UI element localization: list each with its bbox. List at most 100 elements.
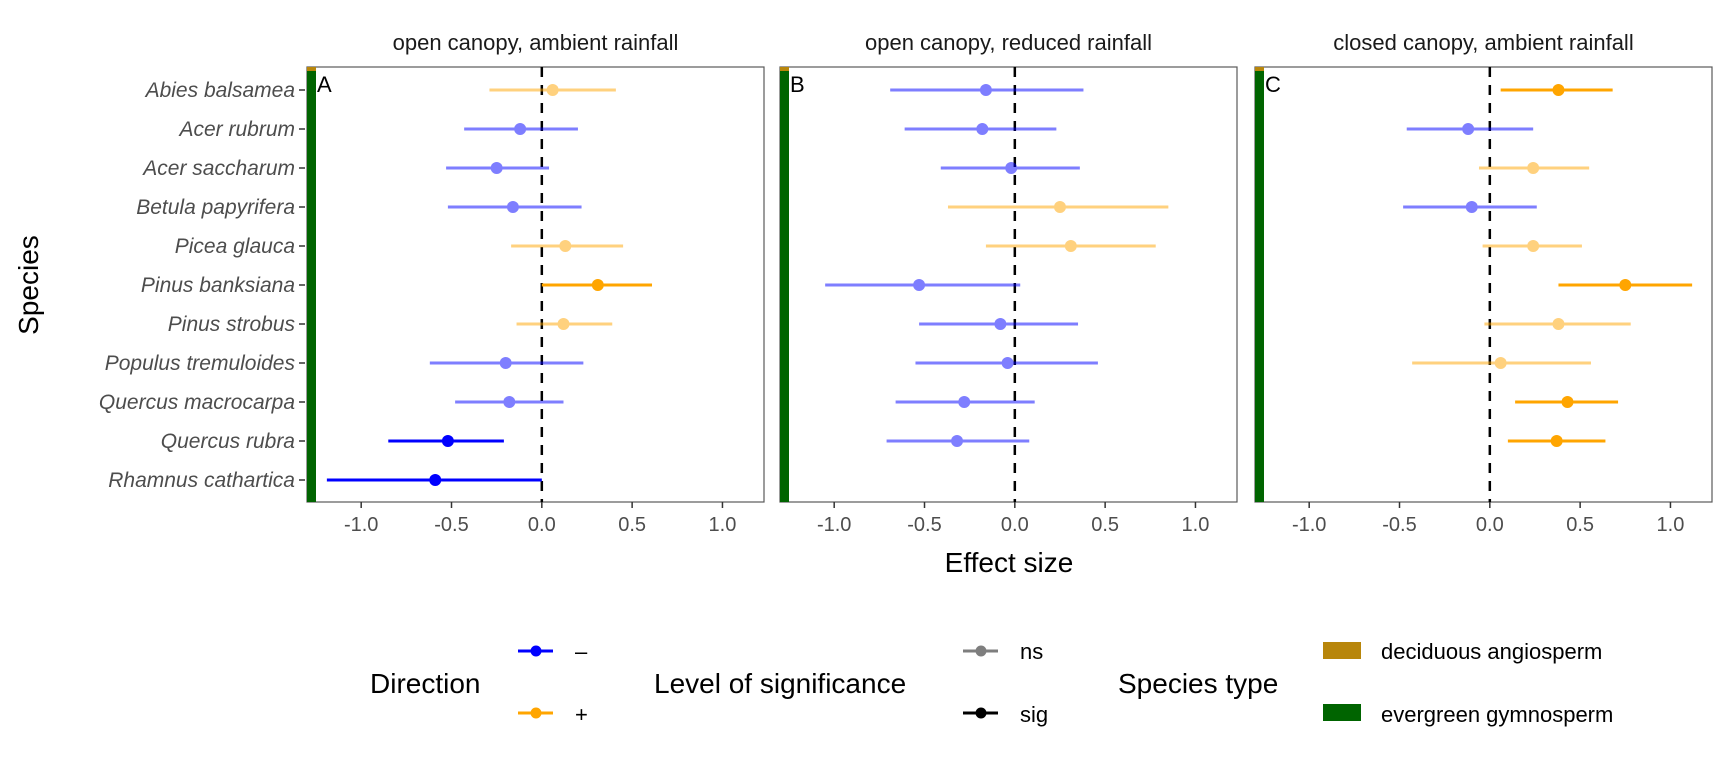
legend-label-positive: + — [575, 702, 588, 727]
estimate-quercus-macrocarpa — [1515, 396, 1619, 408]
panel-tag: C — [1265, 72, 1281, 97]
point-estimate — [557, 318, 570, 330]
legend-label-ns: ns — [1020, 639, 1043, 664]
y-tick-label: Quercus rubra — [161, 430, 295, 453]
point-estimate — [1552, 84, 1565, 96]
point-estimate — [1053, 201, 1066, 213]
legend-label-deciduous: deciduous angiosperm — [1381, 639, 1602, 664]
point-estimate — [1527, 162, 1540, 174]
panel-c: closed canopy, ambient rainfall C -1.0 -0.5… — [1254, 30, 1713, 536]
x-tick-label: -1.0 — [1292, 514, 1326, 536]
y-tick-label: Picea glauca — [175, 235, 295, 258]
species-type-strip-deciduous — [307, 67, 316, 71]
point-estimate — [503, 396, 516, 408]
point-estimate — [1527, 240, 1540, 252]
estimate-populus-tremuloides — [429, 357, 584, 369]
panel-tag: A — [317, 72, 332, 97]
x-tick-label: 0.0 — [528, 514, 556, 536]
estimate-acer-rubrum — [464, 123, 578, 135]
y-tick-label: Rhamnus cathartica — [108, 469, 295, 492]
panel-title: open canopy, ambient rainfall — [393, 30, 679, 55]
legend-key-sig — [963, 707, 998, 719]
point-estimate — [1005, 162, 1018, 174]
estimate-pinus-strobus — [516, 318, 613, 330]
legend-title-significance: Level of significance — [654, 668, 906, 699]
point-estimate — [429, 474, 442, 486]
y-tick-label: Acer rubrum — [177, 118, 295, 141]
estimate-populus-tremuloides — [1412, 357, 1591, 369]
legend-label-evergreen: evergreen gymnosperm — [1381, 702, 1613, 727]
point-estimate — [951, 435, 964, 447]
point-estimate — [994, 318, 1007, 330]
x-tick-label: -0.5 — [434, 514, 468, 536]
legend-title-species-type: Species type — [1118, 668, 1278, 699]
point-estimate — [1064, 240, 1077, 252]
point-estimate — [441, 435, 454, 447]
estimate-quercus-rubra — [388, 435, 504, 447]
point-estimate — [499, 357, 512, 369]
legend-label-negative: – — [575, 639, 588, 664]
estimate-pinus-banksiana — [541, 279, 653, 291]
legend-key-negative — [518, 645, 553, 657]
y-tick-label: Abies balsamea — [144, 79, 295, 102]
x-tick-label: 0.0 — [1476, 514, 1504, 536]
estimate-quercus-macrocarpa — [895, 396, 1035, 408]
legend-direction: Direction – + — [370, 639, 588, 727]
x-tick-label: 0.5 — [618, 514, 646, 536]
y-tick-label: Acer saccharum — [141, 157, 295, 180]
estimate-picea-glauca — [985, 240, 1156, 252]
estimate-acer-saccharum — [940, 162, 1080, 174]
estimate-abies-balsamea — [489, 84, 616, 96]
y-tick-label: Pinus banksiana — [141, 274, 295, 297]
point-estimate — [1561, 396, 1574, 408]
legend-key-evergreen — [1323, 704, 1361, 721]
y-tick-label: Pinus strobus — [168, 313, 296, 336]
species-type-strip-evergreen — [1255, 67, 1264, 502]
point-estimate — [1494, 357, 1507, 369]
point-estimate — [913, 279, 926, 291]
estimate-acer-rubrum — [1406, 123, 1534, 135]
y-tick-label: Quercus macrocarpa — [99, 391, 295, 414]
estimate-populus-tremuloides — [915, 357, 1098, 369]
legend-significance: Level of significance ns sig — [654, 639, 1048, 727]
panel-title: open canopy, reduced rainfall — [865, 30, 1152, 55]
point-estimate — [1552, 318, 1565, 330]
point-estimate — [559, 240, 572, 252]
estimate-pinus-strobus — [1484, 318, 1631, 330]
panel-b: open canopy, reduced rainfall B -1.0 -0.5 0.… — [779, 30, 1238, 536]
legend-key-deciduous — [1323, 642, 1361, 659]
panel-title: closed canopy, ambient rainfall — [1333, 30, 1633, 55]
x-tick-label: 1.0 — [1657, 514, 1685, 536]
point-estimate — [514, 123, 527, 135]
point-estimate — [1001, 357, 1014, 369]
legend-species-type: Species type deciduous angiosperm evergr… — [1118, 639, 1613, 727]
estimate-quercus-rubra — [886, 435, 1030, 447]
species-type-strip-deciduous — [780, 67, 789, 71]
point-estimate — [976, 123, 989, 135]
point-estimate — [1462, 123, 1475, 135]
species-type-strip-evergreen — [780, 67, 789, 502]
legend-label-sig: sig — [1020, 702, 1048, 727]
estimate-betula-papyrifera — [447, 201, 582, 213]
panel-a: open canopy, ambient rainfall A -1.0 -0.5 0.… — [306, 30, 765, 536]
estimate-pinus-strobus — [919, 318, 1079, 330]
x-tick-label: -0.5 — [1382, 514, 1416, 536]
panel-frame — [306, 66, 765, 503]
estimate-acer-rubrum — [904, 123, 1057, 135]
estimate-quercus-macrocarpa — [455, 396, 564, 408]
estimate-picea-glauca — [511, 240, 624, 252]
point-estimate — [958, 396, 971, 408]
estimate-abies-balsamea — [890, 84, 1084, 96]
point-estimate — [506, 201, 519, 213]
point-estimate — [1619, 279, 1632, 291]
x-tick-label: -1.0 — [817, 514, 851, 536]
y-tick-label: Populus tremuloides — [105, 352, 296, 375]
y-tick-label: Betula papyrifera — [136, 196, 295, 219]
panel-tag: B — [790, 72, 805, 97]
estimate-pinus-banksiana — [825, 279, 1021, 291]
point-estimate — [490, 162, 503, 174]
point-estimate — [1550, 435, 1563, 447]
x-tick-label: -1.0 — [344, 514, 378, 536]
estimate-acer-saccharum — [446, 162, 550, 174]
